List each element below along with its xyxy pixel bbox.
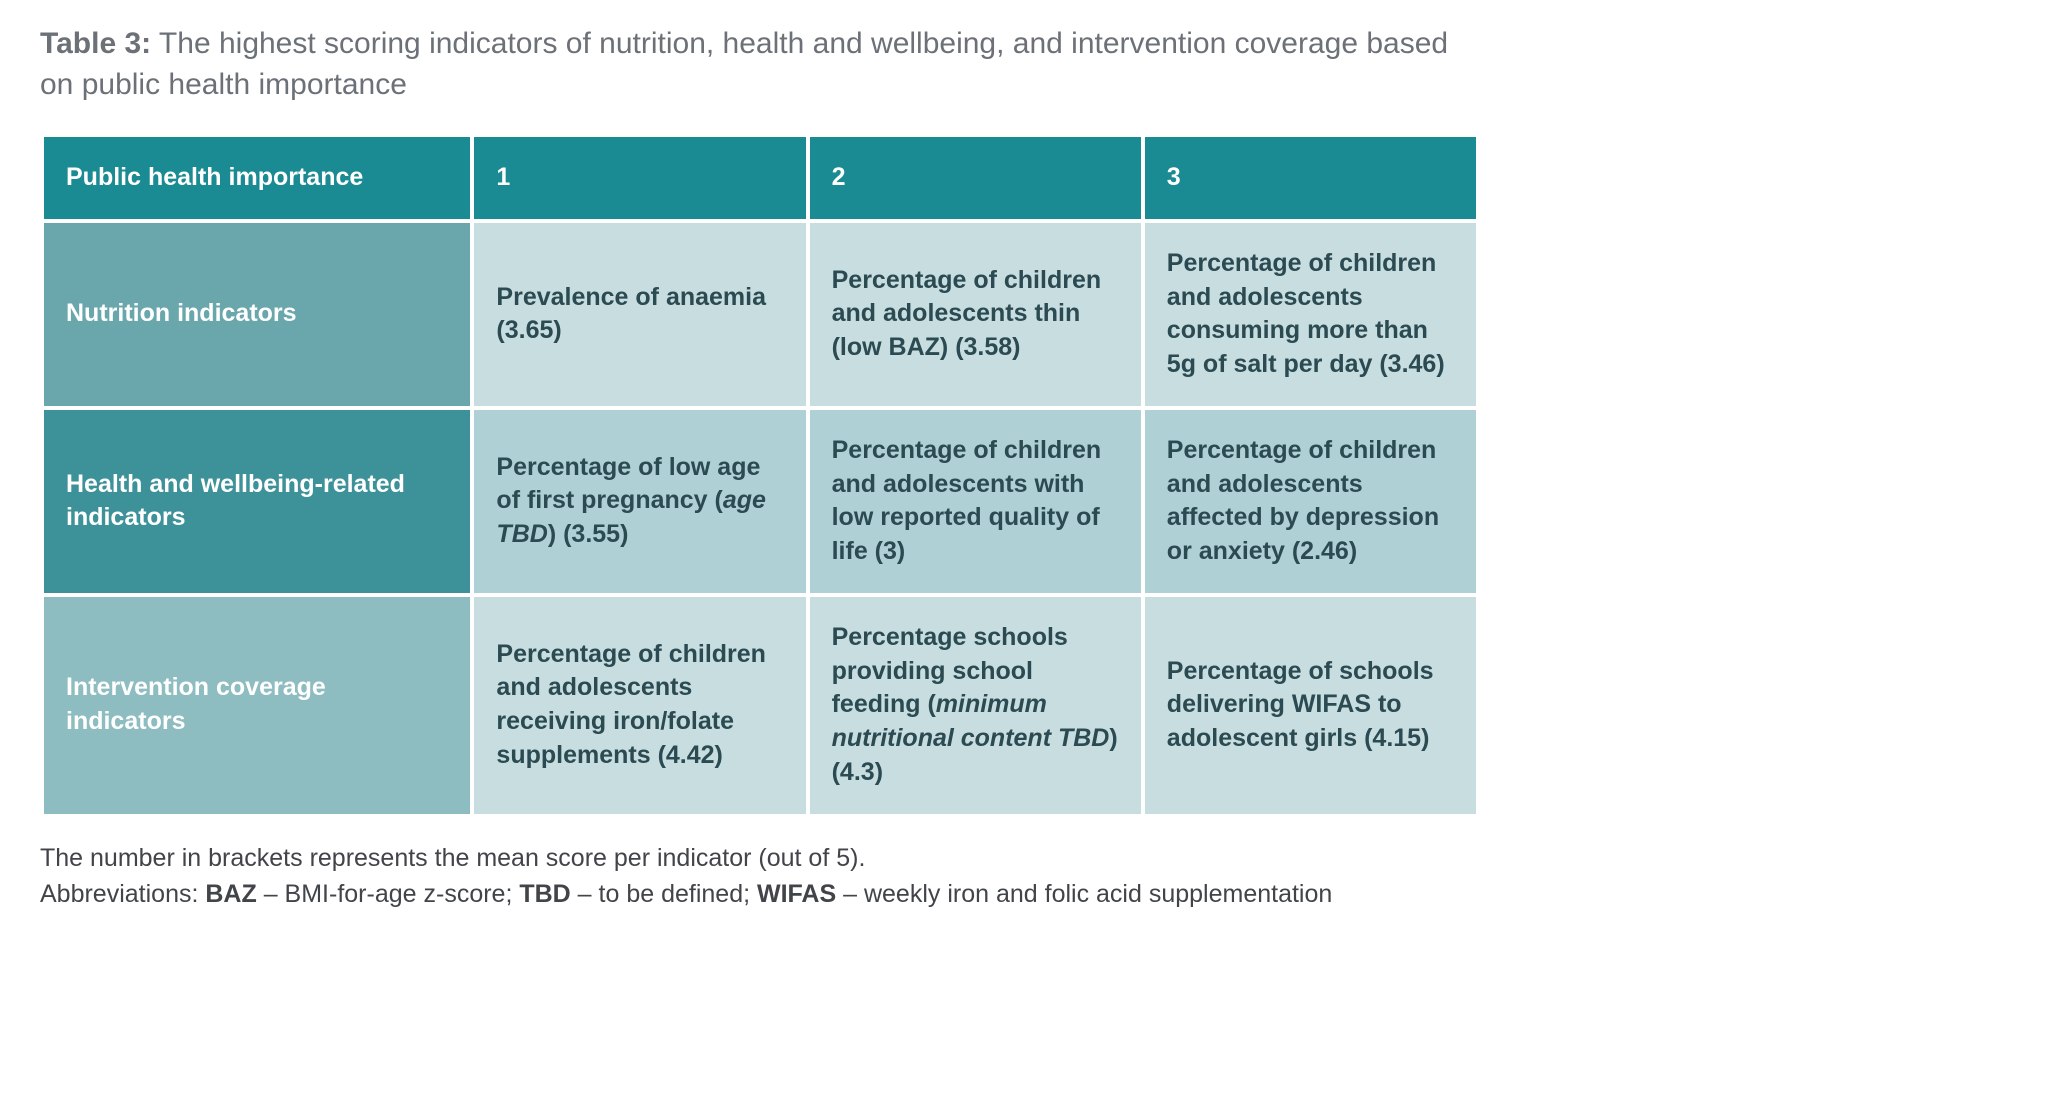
- cell-text: Percentage of children and adolescents t…: [832, 266, 1102, 362]
- col-header-2: 2: [810, 137, 1141, 219]
- cell-text: Percentage of children and adolescents c…: [1167, 249, 1445, 378]
- footnote-prefix: Abbreviations:: [40, 880, 205, 908]
- row-header: Health and wellbeing-related indicators: [44, 410, 470, 593]
- table-cell: Prevalence of anaemia (3.65): [474, 223, 805, 406]
- table-row: Health and wellbeing-related indicators P…: [44, 410, 1476, 593]
- row-header: Nutrition indicators: [44, 223, 470, 406]
- abbr-term: WIFAS: [757, 880, 836, 908]
- cell-text: Percentage of children and adolescents w…: [832, 436, 1102, 565]
- abbr-term: TBD: [519, 880, 570, 908]
- indicators-table: Public health importance 1 2 3 Nutrition…: [40, 133, 1480, 818]
- table-caption: Table 3: The highest scoring indicators …: [40, 24, 1480, 105]
- footnote-line-1: The number in brackets represents the me…: [40, 840, 1480, 876]
- table-footnotes: The number in brackets represents the me…: [40, 840, 1480, 913]
- cell-text: Percentage of schools delivering WIFAS t…: [1167, 657, 1434, 753]
- col-header-3: 3: [1145, 137, 1476, 219]
- caption-text: The highest scoring indicators of nutrit…: [40, 27, 1448, 101]
- footnote-line-2: Abbreviations: BAZ – BMI-for-age z-score…: [40, 876, 1480, 912]
- row-header: Intervention coverage indicators: [44, 597, 470, 814]
- table-header-row: Public health importance 1 2 3: [44, 137, 1476, 219]
- abbr-def: – weekly iron and folic acid supplementa…: [836, 880, 1332, 908]
- abbr-def: – to be defined;: [571, 880, 757, 908]
- table-cell: Percentage of children and adolescents t…: [810, 223, 1141, 406]
- cell-text: ) (3.55): [548, 520, 629, 548]
- cell-text: Percentage of low age of first pregnancy…: [496, 453, 760, 515]
- table-body: Nutrition indicators Prevalence of anaemi…: [44, 223, 1476, 814]
- footnote-abbrs: BAZ – BMI-for-age z-score; TBD – to be d…: [205, 880, 1332, 908]
- cell-text: Percentage of children and adolescents a…: [1167, 436, 1439, 565]
- table-cell: Percentage schools providing school feed…: [810, 597, 1141, 814]
- table-row: Nutrition indicators Prevalence of anaemi…: [44, 223, 1476, 406]
- abbr-term: BAZ: [205, 880, 256, 908]
- table-cell: Percentage of children and adolescents c…: [1145, 223, 1476, 406]
- page: Table 3: The highest scoring indicators …: [0, 0, 1520, 952]
- table-cell: Percentage of children and adolescents a…: [1145, 410, 1476, 593]
- cell-text: Prevalence of anaemia (3.65): [496, 283, 766, 345]
- col-header-0: Public health importance: [44, 137, 470, 219]
- caption-label: Table 3:: [40, 27, 151, 60]
- table-cell: Percentage of children and adolescents w…: [810, 410, 1141, 593]
- table-row: Intervention coverage indicatorsPercenta…: [44, 597, 1476, 814]
- table-cell: Percentage of low age of first pregnancy…: [474, 410, 805, 593]
- col-header-1: 1: [474, 137, 805, 219]
- abbr-def: – BMI-for-age z-score;: [257, 880, 520, 908]
- table-cell: Percentage of schools delivering WIFAS t…: [1145, 597, 1476, 814]
- cell-text: Percentage of children and adolescents r…: [496, 640, 766, 769]
- table-cell: Percentage of children and adolescents r…: [474, 597, 805, 814]
